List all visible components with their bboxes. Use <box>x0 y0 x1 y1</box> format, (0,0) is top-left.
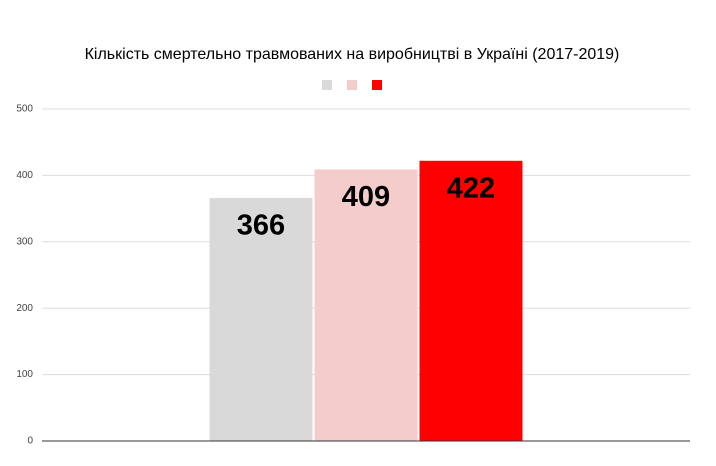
y-tick-label: 0 <box>27 436 33 447</box>
bar <box>209 197 313 441</box>
y-tick-label: 300 <box>16 236 33 247</box>
chart-title: Кількість смертельно травмованих на виро… <box>85 46 620 63</box>
y-tick-label: 500 <box>16 104 33 115</box>
bar <box>314 169 418 441</box>
y-tick-label: 400 <box>16 170 33 181</box>
y-tick-label: 200 <box>16 303 33 314</box>
value-label: 366 <box>237 210 285 242</box>
bar <box>419 160 523 442</box>
y-tick-label: 100 <box>16 369 33 380</box>
legend-swatch <box>322 80 332 90</box>
value-label: 422 <box>447 172 495 204</box>
legend-swatch <box>347 80 357 90</box>
value-label: 409 <box>342 181 390 213</box>
legend-swatch <box>372 80 382 90</box>
